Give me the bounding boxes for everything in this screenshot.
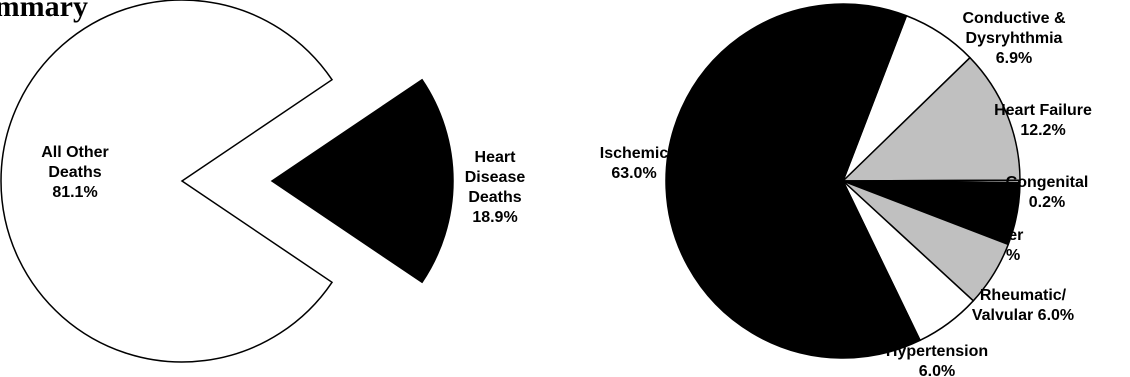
page-heading: ummary <box>0 0 88 23</box>
label-all-other-deaths: All Other Deaths 81.1% <box>41 144 109 201</box>
pie-chart-deaths: All Other Deaths 81.1% Heart Disease Deaths 18… <box>0 0 526 363</box>
slice-heart-failure <box>842 56 1021 182</box>
label-hypertension: Hypertension 6.0% <box>886 343 988 377</box>
slice-ischemic <box>665 3 921 359</box>
label-congenital: Congenital 0.2% <box>1006 174 1089 211</box>
slice-all-other-deaths <box>0 0 334 363</box>
label-heart-failure: Heart Failure 12.2% <box>994 102 1092 139</box>
label-conductive-dysryhthmia: Conductive & Dysryhthmia 6.9% <box>962 10 1066 67</box>
slice-heart-disease-deaths <box>270 78 454 284</box>
pie-chart-heart-disease-breakdown: Conductive & Dysryhthmia 6.9% Heart Failure… <box>600 3 1092 377</box>
label-rheumatic-valvular: Rheumatic/Valvular 6.0% <box>972 287 1074 324</box>
label-ischemic: Ischemic 63.0% <box>600 145 669 182</box>
label-heart-disease-deaths: Heart Disease Deaths 18.9% <box>465 149 526 226</box>
